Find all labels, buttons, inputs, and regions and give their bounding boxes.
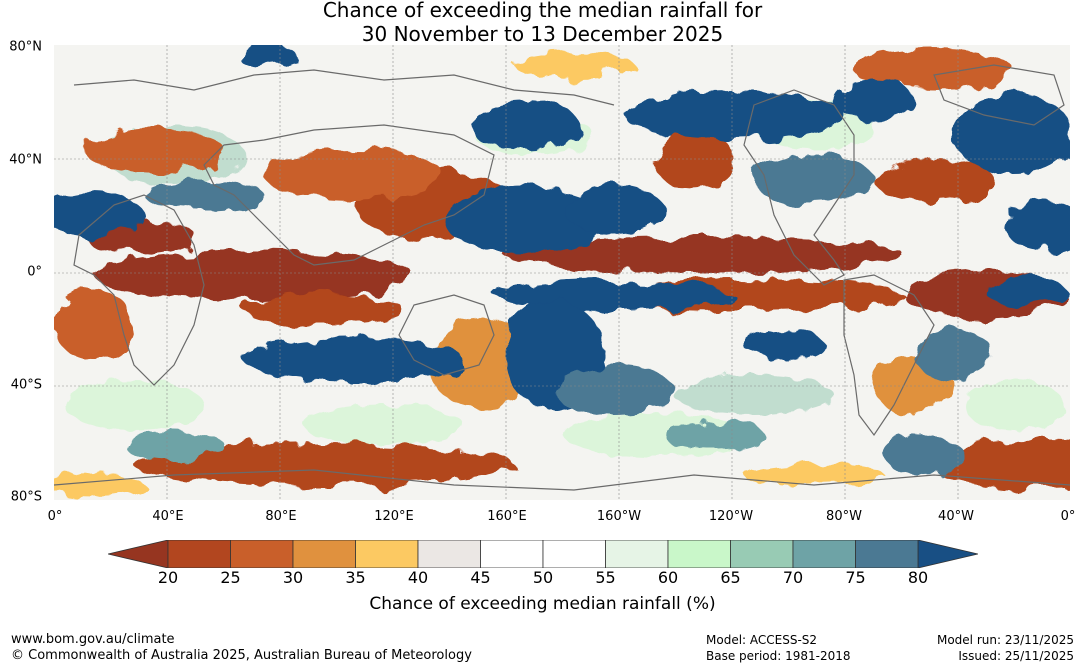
colorbar-cell xyxy=(855,539,919,569)
colorbar-cell xyxy=(230,539,294,569)
footer-model-run: Model run: 23/11/2025 xyxy=(936,633,1074,647)
colorbar-cell xyxy=(417,539,481,569)
lon-label-0-west: 0° xyxy=(47,509,63,524)
lon-label-80w: 80°W xyxy=(826,509,862,524)
graticule xyxy=(54,45,1070,500)
map-svg xyxy=(54,45,1070,500)
colorbar-under-triangle xyxy=(107,539,169,569)
rainfall-map xyxy=(54,45,1070,500)
colorbar-tick-label: 25 xyxy=(220,568,241,587)
colorbar-cell xyxy=(167,539,231,569)
lon-label-0-east: 0° xyxy=(1060,509,1076,524)
lat-label-80n: 80°N xyxy=(9,39,42,55)
colorbar-tick-label: 70 xyxy=(782,568,804,587)
colorbar-tick-label: 50 xyxy=(532,568,554,587)
colorbar-cell xyxy=(542,539,606,569)
footer-copyright: © Commonwealth of Australia 2025, Austra… xyxy=(11,648,472,663)
colorbar-tick-label: 55 xyxy=(595,568,616,587)
colorbar-cell xyxy=(730,539,794,569)
colorbar-tick-label: 80 xyxy=(907,568,929,587)
colorbar-tick-label: 75 xyxy=(845,568,866,587)
title-line-2: 30 November to 13 December 2025 xyxy=(361,22,724,46)
colorbar-cell xyxy=(292,539,356,569)
footer-website: www.bom.gov.au/climate xyxy=(11,632,175,647)
colorbar-cell xyxy=(792,539,856,569)
lat-label-40s: 40°S xyxy=(10,377,42,393)
footer-base-period: Base period: 1981-2018 xyxy=(706,649,851,663)
colorbar xyxy=(107,539,979,569)
lon-label-120e: 120°E xyxy=(374,509,414,524)
colorbar-tick-label: 65 xyxy=(720,568,741,587)
colorbar-tick-label: 45 xyxy=(470,568,491,587)
coastlines xyxy=(54,64,1070,491)
colorbar-tick-label: 60 xyxy=(657,568,679,587)
colorbar-tick-label: 20 xyxy=(157,568,179,587)
colorbar-svg xyxy=(107,539,979,569)
footer-model: Model: ACCESS-S2 xyxy=(706,633,818,647)
lat-label-0: 0° xyxy=(27,264,42,280)
map-title: Chance of exceeding the median rainfall … xyxy=(0,0,1085,46)
lon-label-40w: 40°W xyxy=(938,509,974,524)
colorbar-label: Chance of exceeding median rainfall (%) xyxy=(369,594,716,614)
colorbar-cell xyxy=(605,539,669,569)
title-line-1: Chance of exceeding the median rainfall … xyxy=(322,0,763,22)
colorbar-cell xyxy=(480,539,544,569)
colorbar-tick-label: 40 xyxy=(407,568,429,587)
colorbar-cell xyxy=(667,539,731,569)
lon-label-120w: 120°W xyxy=(708,509,754,524)
lon-label-160w: 160°W xyxy=(596,509,642,524)
lon-label-40e: 40°E xyxy=(152,509,184,524)
lon-label-80e: 80°E xyxy=(265,509,297,524)
colorbar-cell xyxy=(355,539,419,569)
footer-issued: Issued: 25/11/2025 xyxy=(958,649,1074,663)
lon-label-160e: 160°E xyxy=(487,509,527,524)
lat-label-40n: 40°N xyxy=(9,152,42,168)
colorbar-tick-label: 30 xyxy=(282,568,304,587)
colorbar-tick-label: 35 xyxy=(345,568,366,587)
colorbar-over-triangle xyxy=(917,539,979,569)
lat-label-80s: 80°S xyxy=(10,489,42,505)
